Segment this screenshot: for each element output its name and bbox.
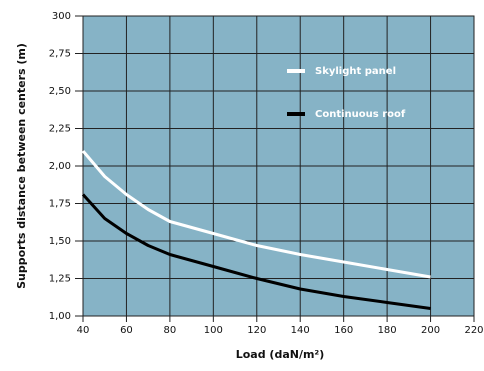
y-tick-label: 2,75 bbox=[49, 49, 71, 60]
y-tick-label: 1,50 bbox=[49, 236, 71, 247]
data-line bbox=[81, 193, 431, 310]
x-axis-title: Load (daN/m²) bbox=[236, 348, 325, 361]
x-tick-label: 40 bbox=[77, 325, 90, 336]
y-tick-label: 300 bbox=[52, 11, 71, 22]
y-tick-label: 1,25 bbox=[49, 274, 71, 285]
x-tick-label: 100 bbox=[204, 325, 223, 336]
y-tick-label: 2,00 bbox=[49, 161, 71, 172]
data-line bbox=[81, 150, 431, 279]
y-tick-label: 1,75 bbox=[49, 199, 71, 210]
x-tick-label: 180 bbox=[378, 325, 397, 336]
legend-label: Skylight panel bbox=[315, 66, 396, 77]
x-tick-label: 60 bbox=[120, 325, 133, 336]
x-tick-label: 160 bbox=[334, 325, 353, 336]
y-axis-title: Supports distance between centers (m) bbox=[15, 43, 28, 289]
y-tick-label: 1,00 bbox=[49, 311, 71, 322]
plot-border bbox=[82, 15, 475, 317]
legend-label: Continuous roof bbox=[315, 109, 406, 120]
x-tick-label: 120 bbox=[247, 325, 266, 336]
x-tick-label: 200 bbox=[421, 325, 440, 336]
y-tick-label: 2,50 bbox=[49, 86, 71, 97]
x-tick-label: 140 bbox=[291, 325, 310, 336]
y-tick-label: 2,25 bbox=[49, 124, 71, 135]
x-tick-label: 80 bbox=[164, 325, 177, 336]
x-tick-label: 220 bbox=[464, 325, 483, 336]
